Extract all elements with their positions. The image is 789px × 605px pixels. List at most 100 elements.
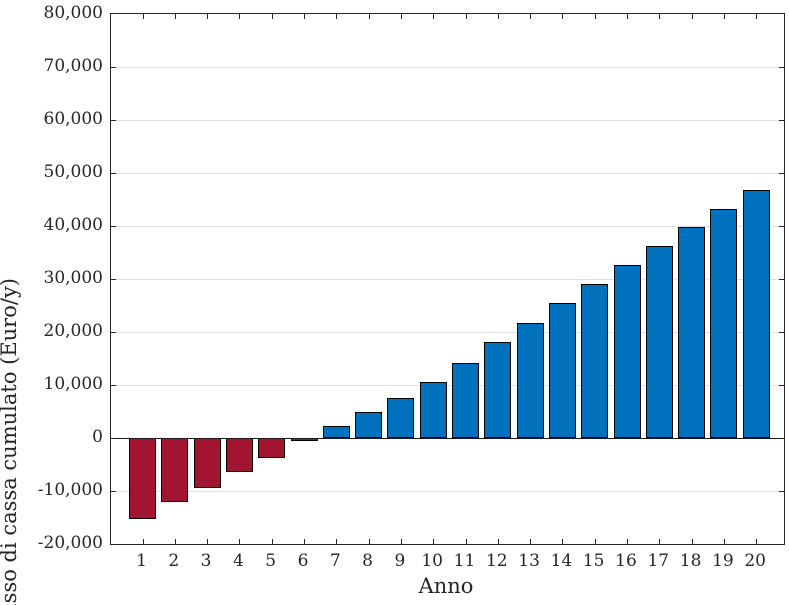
x-axis-tick [465, 539, 467, 544]
y-axis-tick [779, 67, 784, 68]
bar-year-17 [645, 246, 673, 438]
x-axis-tick [207, 539, 209, 544]
gridline [111, 385, 784, 386]
x-axis-tick [271, 539, 273, 544]
gridline [111, 173, 784, 174]
bar-year-18 [678, 227, 706, 438]
x-axis-tick [433, 539, 435, 544]
y-axis-tick [111, 279, 116, 280]
y-axis-tick [111, 491, 116, 492]
x-axis-tick [336, 14, 338, 19]
x-tick-label: 18 [679, 551, 702, 571]
x-tick-label: 10 [421, 551, 443, 571]
x-axis-tick [594, 14, 596, 19]
x-axis-tick [691, 14, 693, 19]
x-axis-tick [271, 14, 273, 19]
bar-year-11 [452, 362, 479, 438]
x-axis-tick [659, 539, 661, 544]
gridline [111, 491, 784, 492]
bar-year-12 [484, 341, 512, 438]
y-axis-tick [111, 173, 116, 174]
bar-year-8 [355, 411, 383, 438]
y-axis-tick [111, 120, 116, 121]
x-axis-tick [756, 539, 758, 544]
y-axis-tick [111, 332, 116, 333]
x-tick-label: 1 [136, 551, 147, 571]
bar-year-14 [548, 303, 576, 438]
x-axis-tick [174, 14, 176, 19]
x-axis-tick [207, 14, 209, 19]
bar-year-13 [516, 322, 544, 438]
x-axis-tick [562, 14, 564, 19]
x-tick-label: 4 [232, 551, 244, 571]
x-tick-label: 14 [550, 551, 573, 571]
bar-year-20 [742, 189, 770, 438]
x-axis-tick [465, 14, 467, 19]
gridline [111, 226, 784, 227]
x-tick-label: 15 [582, 551, 605, 571]
y-tick-label: 10,000 [43, 374, 103, 394]
x-tick-label: 12 [485, 551, 508, 571]
x-axis-tick [304, 14, 305, 19]
x-tick-label: 6 [297, 551, 309, 571]
y-tick-label: -10,000 [37, 480, 103, 500]
gridline [111, 279, 784, 280]
x-axis-tick [723, 539, 725, 544]
x-axis-tick [142, 14, 144, 19]
y-tick-label: 30,000 [43, 268, 103, 288]
bar-year-19 [710, 208, 738, 438]
x-tick-label: 16 [615, 551, 637, 571]
y-tick-label: -20,000 [37, 533, 103, 553]
y-tick-label: 20,000 [43, 321, 103, 341]
bar-year-2 [161, 438, 189, 503]
x-tick-label: 3 [200, 551, 212, 571]
zero-baseline [111, 438, 784, 439]
x-axis-tick [594, 539, 596, 544]
bar-year-16 [613, 264, 641, 438]
x-tick-label: 5 [265, 551, 277, 571]
gridline [111, 67, 784, 68]
x-tick-label: 8 [362, 551, 373, 571]
x-axis-tick [497, 14, 499, 19]
x-tick-label: 13 [518, 551, 540, 571]
bar-year-15 [581, 284, 609, 438]
x-axis-tick [304, 539, 305, 544]
x-axis-title: Anno [418, 574, 474, 598]
y-axis-tick [779, 120, 784, 121]
x-axis-tick [433, 14, 435, 19]
y-tick-label: 40,000 [43, 215, 103, 235]
bar-year-7 [322, 425, 350, 438]
x-axis-tick [400, 539, 402, 544]
x-axis-tick [627, 539, 628, 544]
x-axis-tick [723, 14, 725, 19]
y-axis-tick [779, 438, 784, 439]
x-axis-tick [627, 14, 628, 19]
x-tick-label: 11 [453, 551, 476, 571]
x-axis-tick [497, 539, 499, 544]
x-axis-tick [530, 14, 532, 19]
y-axis-tick [111, 385, 116, 386]
bar-year-1 [129, 438, 156, 520]
plot-area [110, 13, 785, 545]
x-axis-tick [659, 14, 661, 19]
x-axis-tick [691, 539, 693, 544]
y-tick-label: 80,000 [43, 3, 103, 23]
x-axis-tick [174, 539, 176, 544]
y-tick-label: 0 [92, 427, 103, 447]
x-tick-label: 2 [168, 551, 180, 571]
x-axis-tick [400, 14, 402, 19]
y-tick-label: 70,000 [43, 56, 103, 76]
x-axis-tick [368, 539, 370, 544]
x-tick-label: 7 [329, 551, 341, 571]
x-tick-label: 9 [394, 551, 406, 571]
x-tick-label: 20 [744, 551, 766, 571]
bar-year-9 [387, 397, 415, 438]
x-axis-tick [756, 14, 758, 19]
y-axis-tick [779, 173, 784, 174]
bar-year-5 [258, 438, 286, 458]
y-axis-tick [779, 491, 784, 492]
x-axis-tick [368, 14, 370, 19]
gridline [111, 332, 784, 333]
x-axis-tick [142, 539, 144, 544]
